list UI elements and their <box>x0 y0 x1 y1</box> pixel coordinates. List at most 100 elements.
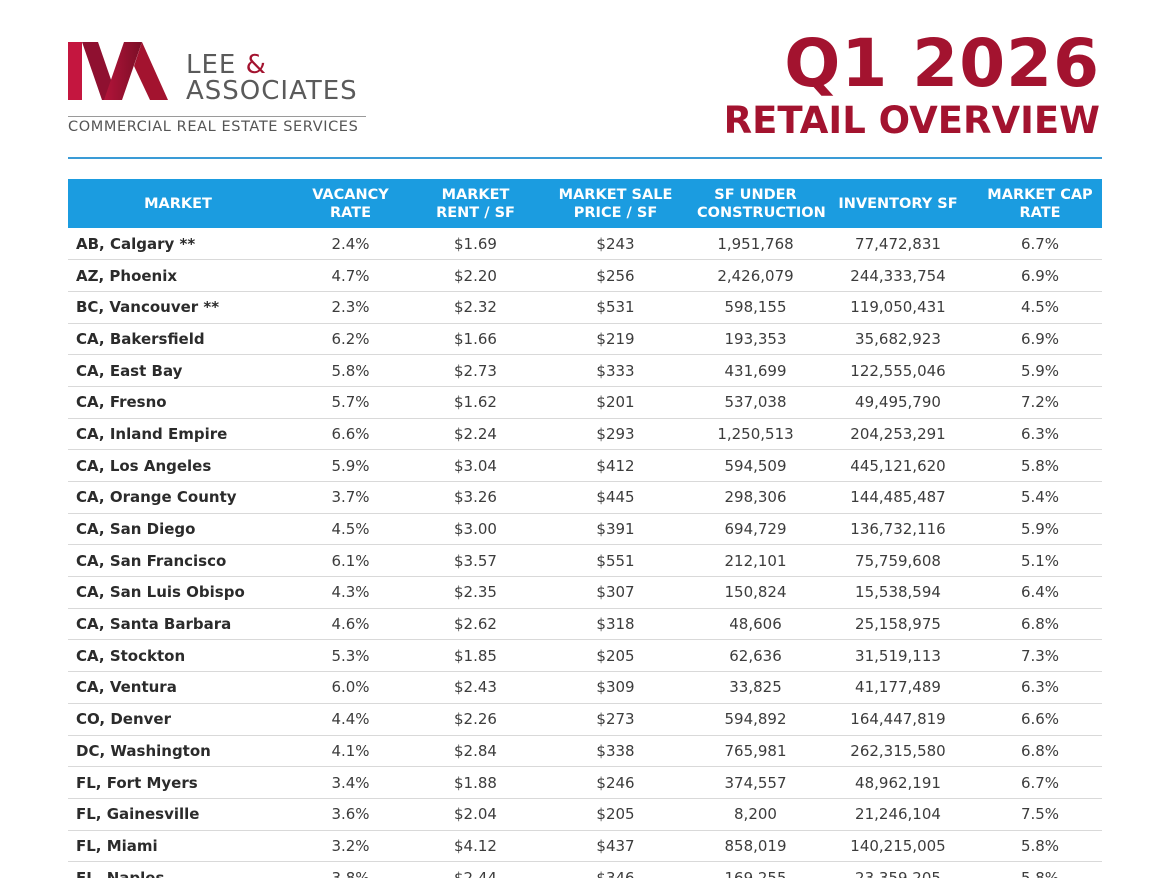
table-cell: $551 <box>538 544 693 578</box>
table-cell: 21,246,104 <box>818 798 978 831</box>
table-cell: $2.44 <box>413 861 538 878</box>
table-row: CA, East Bay 5.8% $2.73 $333 431,699 122,555,… <box>68 354 1102 387</box>
table-cell: 6.1% <box>288 544 413 578</box>
market-name-cell: CA, Santa Barbara <box>68 608 288 641</box>
table-cell: 598,155 <box>693 291 818 324</box>
table-cell: 23,359,205 <box>818 861 978 878</box>
table-row: FL, Naples 3.8% $2.44 $346 169,255 23,359,205… <box>68 861 1102 878</box>
table-cell: 119,050,431 <box>818 291 978 324</box>
table-cell: $3.00 <box>413 513 538 546</box>
table-cell: $205 <box>538 639 693 673</box>
table-row: CA, Inland Empire 6.6% $2.24 $293 1,250,513 2… <box>68 418 1102 451</box>
market-name-cell: FL, Gainesville <box>68 798 288 831</box>
table-cell: $3.57 <box>413 544 538 578</box>
table-cell: 35,682,923 <box>818 323 978 356</box>
table-cell: 4.3% <box>288 576 413 609</box>
table-row: CA, Bakersfield 6.2% $1.66 $219 193,353 35,68… <box>68 323 1102 356</box>
column-header: SF UNDER CONSTRUCTION <box>693 179 826 228</box>
table-cell: 15,538,594 <box>818 576 978 609</box>
table-cell: 25,158,975 <box>818 608 978 641</box>
brand-tagline: COMMERCIAL REAL ESTATE SERVICES <box>68 119 359 135</box>
table-cell: $338 <box>538 735 693 768</box>
table-row: CA, San Luis Obispo 4.3% $2.35 $307 150,824 1… <box>68 576 1102 609</box>
table-row: CO, Denver 4.4% $2.26 $273 594,892 164,447,81… <box>68 703 1102 736</box>
table-cell: $243 <box>538 228 693 261</box>
table-cell: 1,951,768 <box>693 228 818 261</box>
table-cell: 3.8% <box>288 861 413 878</box>
table-cell: 48,606 <box>693 608 818 641</box>
market-name-cell: CA, Bakersfield <box>68 323 288 356</box>
retail-market-table-container: MARKET VACANCY RATE MARKET RENT / SF MARKET S… <box>68 179 1102 878</box>
table-cell: $531 <box>538 291 693 324</box>
column-header: MARKET RENT / SF <box>413 179 538 228</box>
table-cell: $2.04 <box>413 798 538 831</box>
table-cell: 75,759,608 <box>818 544 978 578</box>
table-cell: 122,555,046 <box>818 354 978 387</box>
column-header: INVENTORY SF <box>818 179 978 228</box>
table-header-row: MARKET VACANCY RATE MARKET RENT / SF MARKET S… <box>68 179 1102 228</box>
table-row: CA, Stockton 5.3% $1.85 $205 62,636 31,519,11… <box>68 639 1102 673</box>
table-cell: $346 <box>538 861 693 878</box>
table-cell: $2.24 <box>413 418 538 451</box>
table-cell: $3.04 <box>413 449 538 482</box>
table-cell: $273 <box>538 703 693 736</box>
table-row: CA, Orange County 3.7% $3.26 $445 298,306 144… <box>68 481 1102 514</box>
table-cell: 6.3% <box>978 671 1102 704</box>
table-cell: $412 <box>538 449 693 482</box>
table-cell: 4.5% <box>288 513 413 546</box>
table-cell: 5.4% <box>978 481 1102 514</box>
table-cell: $391 <box>538 513 693 546</box>
table-cell: 7.3% <box>978 639 1102 673</box>
report-subtitle: RETAIL OVERVIEW <box>723 99 1100 142</box>
table-cell: 5.7% <box>288 386 413 419</box>
market-name-cell: DC, Washington <box>68 735 288 768</box>
table-cell: $445 <box>538 481 693 514</box>
table-cell: 212,101 <box>693 544 818 578</box>
lee-associates-logo-icon <box>68 42 168 100</box>
table-row: FL, Miami 3.2% $4.12 $437 858,019 140,215,005… <box>68 830 1102 863</box>
table-cell: 2.4% <box>288 228 413 261</box>
table-cell: 6.4% <box>978 576 1102 609</box>
table-cell: $1.62 <box>413 386 538 419</box>
table-cell: 144,485,487 <box>818 481 978 514</box>
table-cell: $3.26 <box>413 481 538 514</box>
table-cell: $2.20 <box>413 259 538 292</box>
table-cell: 204,253,291 <box>818 418 978 451</box>
table-cell: 164,447,819 <box>818 703 978 736</box>
market-name-cell: CA, Los Angeles <box>68 449 288 482</box>
table-cell: 7.5% <box>978 798 1102 831</box>
table-cell: 41,177,489 <box>818 671 978 704</box>
table-cell: $333 <box>538 354 693 387</box>
market-name-cell: AZ, Phoenix <box>68 259 288 292</box>
market-name-cell: AB, Calgary ** <box>68 228 288 261</box>
table-cell: 3.7% <box>288 481 413 514</box>
table-row: FL, Fort Myers 3.4% $1.88 $246 374,557 48,962… <box>68 766 1102 799</box>
table-cell: 431,699 <box>693 354 818 387</box>
column-header: MARKET <box>68 179 288 228</box>
table-cell: 7.2% <box>978 386 1102 419</box>
table-cell: 765,981 <box>693 735 818 768</box>
table-cell: 6.8% <box>978 735 1102 768</box>
column-header: MARKET CAP RATE <box>978 179 1102 228</box>
table-cell: $309 <box>538 671 693 704</box>
table-cell: 77,472,831 <box>818 228 978 261</box>
table-cell: 5.3% <box>288 639 413 673</box>
table-cell: 4.1% <box>288 735 413 768</box>
table-cell: $318 <box>538 608 693 641</box>
table-cell: 1,250,513 <box>693 418 818 451</box>
table-cell: 6.7% <box>978 228 1102 261</box>
table-row: DC, Washington 4.1% $2.84 $338 765,981 262,31… <box>68 735 1102 768</box>
table-cell: 537,038 <box>693 386 818 419</box>
table-cell: 136,732,116 <box>818 513 978 546</box>
table-cell: 33,825 <box>693 671 818 704</box>
market-name-cell: CA, Orange County <box>68 481 288 514</box>
table-cell: 6.9% <box>978 259 1102 292</box>
brand-divider <box>68 116 366 117</box>
table-row: CA, Ventura 6.0% $2.43 $309 33,825 41,177,489… <box>68 671 1102 704</box>
table-cell: 6.0% <box>288 671 413 704</box>
table-cell: 4.6% <box>288 608 413 641</box>
table-cell: $307 <box>538 576 693 609</box>
table-cell: $256 <box>538 259 693 292</box>
table-cell: 6.6% <box>288 418 413 451</box>
table-cell: $2.26 <box>413 703 538 736</box>
